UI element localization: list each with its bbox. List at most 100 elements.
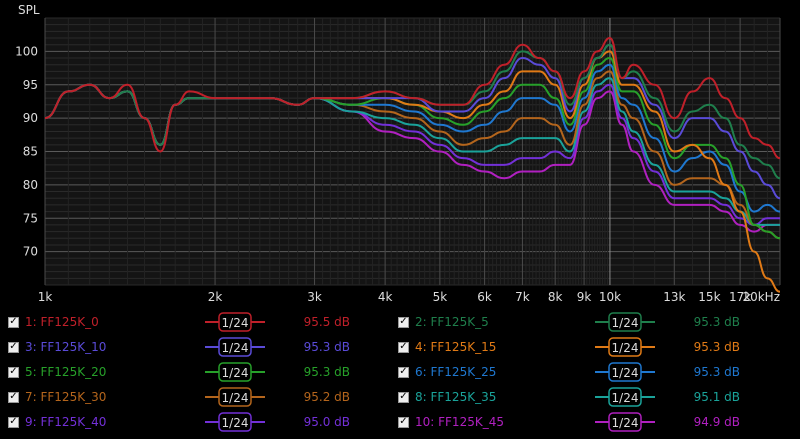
x-tick-label: 17k: [729, 290, 751, 304]
x-tick-label: 6k: [477, 290, 492, 304]
y-tick-label: 100: [15, 44, 38, 58]
y-tick-label: 90: [23, 111, 38, 125]
legend-level: 95.3 dB: [693, 315, 740, 329]
legend-series-name: 1: FF125K_0: [25, 315, 99, 329]
smoothing-box: [218, 362, 252, 382]
legend-entry[interactable]: ✓ 9: FF125K_40 1/24 95.0 dB: [8, 411, 350, 433]
legend-series-name: 7: FF125K_30: [25, 390, 107, 404]
legend-series-name: 3: FF125K_10: [25, 340, 107, 354]
smoothing-label: 1/24: [612, 366, 639, 380]
legend-entry[interactable]: ✓ 1: FF125K_0 1/24 95.5 dB: [8, 311, 350, 333]
legend-level: 95.3 dB: [693, 340, 740, 354]
smoothing-indicator[interactable]: 1/24: [205, 311, 265, 333]
legend-entry[interactable]: ✓ 7: FF125K_30 1/24 95.2 dB: [8, 386, 350, 408]
smoothing-box: [608, 337, 642, 357]
series-line-2: [44, 43, 781, 180]
legend-entry[interactable]: ✓ 10: FF125K_45 1/24 94.9 dB: [398, 411, 740, 433]
x-tick-label: 3k: [307, 290, 322, 304]
legend-series-name: 9: FF125K_40: [25, 415, 107, 429]
smoothing-label: 1/24: [612, 391, 639, 405]
x-tick-label: 7k: [515, 290, 530, 304]
smoothing-box: [218, 337, 252, 357]
visibility-checkbox[interactable]: ✓: [398, 366, 409, 378]
smoothing-indicator[interactable]: 1/24: [595, 411, 655, 433]
legend-level: 95.2 dB: [303, 390, 350, 404]
smoothing-indicator[interactable]: 1/24: [595, 386, 655, 408]
visibility-checkbox[interactable]: ✓: [8, 341, 19, 353]
x-tick-label: 15k: [698, 290, 720, 304]
legend-series-name: 8: FF125K_35: [415, 390, 497, 404]
smoothing-label: 1/24: [222, 316, 249, 330]
legend-level: 95.5 dB: [303, 315, 350, 329]
smoothing-indicator[interactable]: 1/24: [595, 361, 655, 383]
x-tick-label: 4k: [378, 290, 393, 304]
smoothing-box: [608, 412, 642, 432]
legend-entry[interactable]: ✓ 4: FF125K_15 1/24 95.3 dB: [398, 336, 740, 358]
visibility-checkbox[interactable]: ✓: [398, 416, 409, 428]
smoothing-box: [608, 362, 642, 382]
visibility-checkbox[interactable]: ✓: [398, 391, 409, 403]
legend: ✓ 1: FF125K_0 1/24 95.5 dB ✓ 2: FF125K_5 1/24 9…: [0, 305, 800, 439]
legend-series-name: 4: FF125K_15: [415, 340, 497, 354]
smoothing-box: [608, 312, 642, 332]
x-tick-label: 1k: [38, 290, 53, 304]
smoothing-label: 1/24: [612, 341, 639, 355]
y-tick-label: 75: [23, 211, 38, 225]
smoothing-label: 1/24: [222, 341, 249, 355]
visibility-checkbox[interactable]: ✓: [8, 391, 19, 403]
legend-level: 95.0 dB: [303, 415, 350, 429]
smoothing-indicator[interactable]: 1/24: [205, 361, 265, 383]
y-tick-label: 85: [23, 145, 38, 159]
y-tick-label: 80: [23, 178, 38, 192]
smoothing-box: [218, 312, 252, 332]
legend-series-name: 10: FF125K_45: [415, 415, 504, 429]
smoothing-indicator[interactable]: 1/24: [205, 386, 265, 408]
legend-series-name: 6: FF125K_25: [415, 365, 497, 379]
x-tick-label: 5k: [433, 290, 448, 304]
x-tick-label: 8k: [548, 290, 563, 304]
y-axis-ticks: 70 75 80 85 90 95 100: [15, 44, 38, 258]
visibility-checkbox[interactable]: ✓: [398, 316, 409, 328]
legend-level: 94.9 dB: [693, 415, 740, 429]
legend-level: 95.3 dB: [303, 365, 350, 379]
legend-entry[interactable]: ✓ 3: FF125K_10 1/24 95.3 dB: [8, 336, 350, 358]
smoothing-box: [218, 412, 252, 432]
legend-level: 95.3 dB: [693, 365, 740, 379]
smoothing-label: 1/24: [222, 366, 249, 380]
smoothing-label: 1/24: [612, 416, 639, 430]
x-tick-label: 10k: [599, 290, 621, 304]
smoothing-indicator[interactable]: 1/24: [205, 336, 265, 358]
visibility-checkbox[interactable]: ✓: [398, 341, 409, 353]
series-line-1: [44, 37, 781, 160]
smoothing-indicator[interactable]: 1/24: [595, 311, 655, 333]
series-curves: [44, 37, 781, 293]
y-axis-label: SPL: [18, 3, 40, 17]
smoothing-box: [218, 387, 252, 407]
y-tick-label: 95: [23, 78, 38, 92]
y-tick-label: 70: [23, 245, 38, 259]
x-tick-label: 9k: [577, 290, 592, 304]
legend-series-name: 2: FF125K_5: [415, 315, 489, 329]
legend-entry[interactable]: ✓ 8: FF125K_35 1/24 95.1 dB: [398, 386, 740, 408]
legend-level: 95.3 dB: [303, 340, 350, 354]
legend-entry[interactable]: ✓ 2: FF125K_5 1/24 95.3 dB: [398, 311, 740, 333]
legend-entry[interactable]: ✓ 6: FF125K_25 1/24 95.3 dB: [398, 361, 740, 383]
smoothing-box: [608, 387, 642, 407]
smoothing-label: 1/24: [612, 316, 639, 330]
visibility-checkbox[interactable]: ✓: [8, 366, 19, 378]
smoothing-indicator[interactable]: 1/24: [205, 411, 265, 433]
smoothing-label: 1/24: [222, 391, 249, 405]
legend-series-name: 5: FF125K_20: [25, 365, 107, 379]
x-tick-label: 13k: [663, 290, 685, 304]
frequency-response-plot[interactable]: 70 75 80 85 90 95 100 1k 2k 3k 4k 5k 6k 7k 8k 9k 10k 13k…: [0, 0, 800, 305]
legend-entry[interactable]: ✓ 5: FF125K_20 1/24 95.3 dB: [8, 361, 350, 383]
smoothing-label: 1/24: [222, 416, 249, 430]
visibility-checkbox[interactable]: ✓: [8, 316, 19, 328]
grid-lines: [44, 17, 781, 286]
x-tick-label: 2k: [208, 290, 223, 304]
legend-level: 95.1 dB: [693, 390, 740, 404]
visibility-checkbox[interactable]: ✓: [8, 416, 19, 428]
x-tick-label: 20kHz: [742, 290, 780, 304]
smoothing-indicator[interactable]: 1/24: [595, 336, 655, 358]
